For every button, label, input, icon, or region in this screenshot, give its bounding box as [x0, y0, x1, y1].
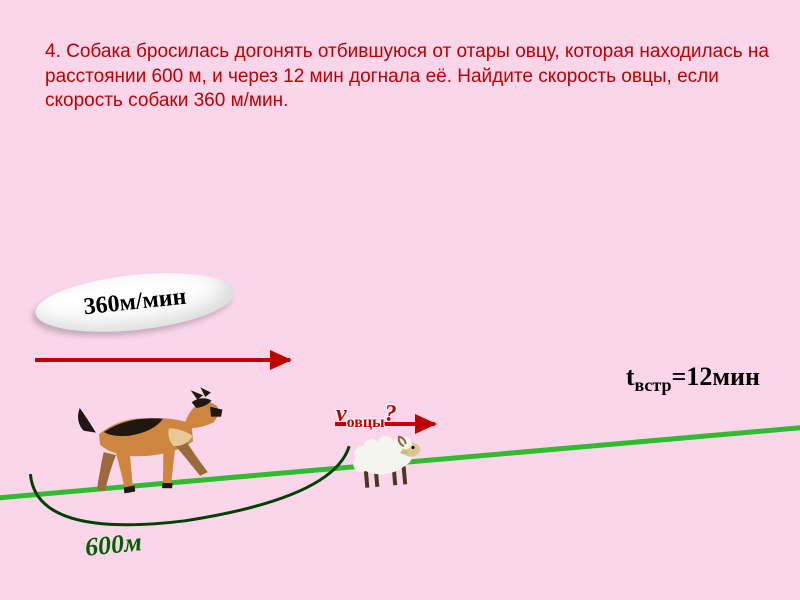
- sheep-velocity-label: vовцы?: [336, 401, 397, 432]
- dog-speed-badge: 360м/мин: [33, 265, 238, 341]
- dog-speed-value: 360м/мин: [82, 284, 187, 322]
- dog-icon: [71, 384, 230, 502]
- problem-number: 4.: [45, 41, 61, 62]
- problem-text: 4. Собака бросилась догонять отбившуюся …: [45, 40, 770, 114]
- problem-body: Собака бросилась догонять отбившуюся от …: [45, 41, 769, 111]
- time-label: tвстр=12мин: [626, 362, 760, 396]
- sheep-icon: [343, 427, 428, 494]
- dog-arrow: [35, 358, 290, 362]
- distance-label: 600м: [84, 527, 144, 563]
